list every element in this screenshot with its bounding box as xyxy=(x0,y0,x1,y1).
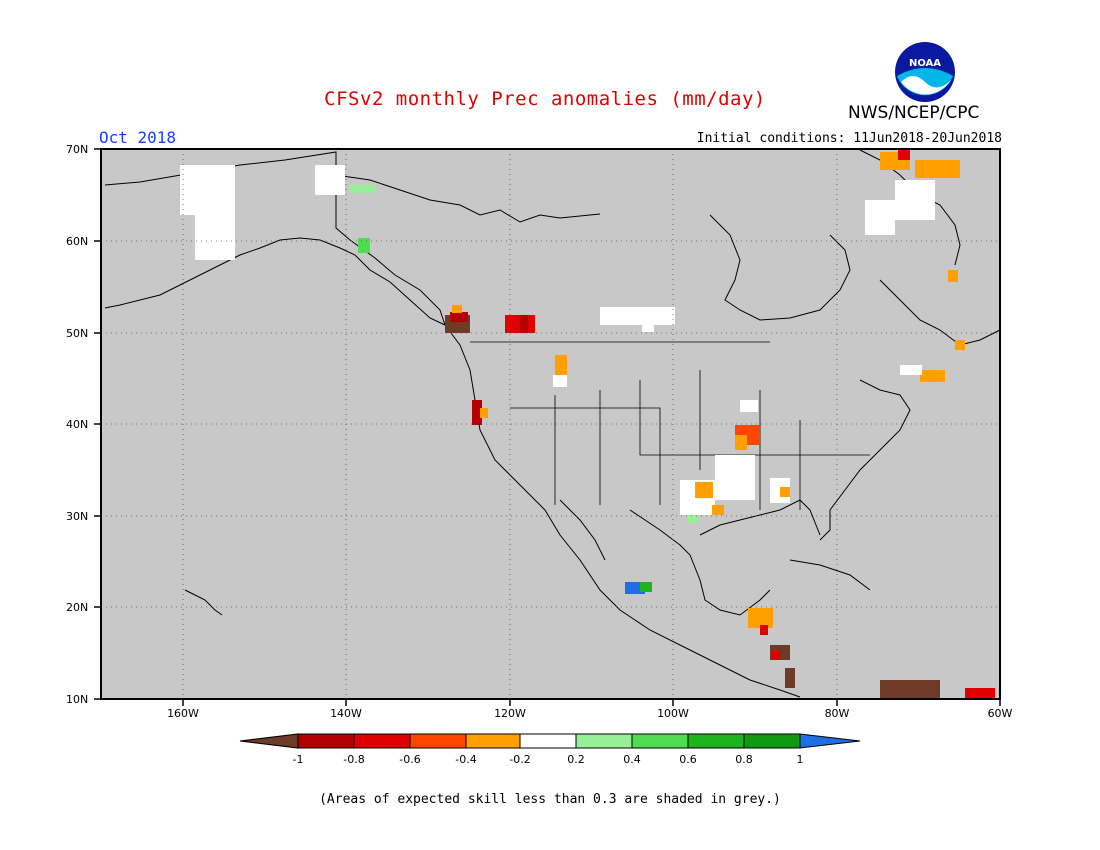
lat-label: 70N xyxy=(66,143,88,156)
skill-footnote: (Areas of expected skill less than 0.3 a… xyxy=(319,792,781,807)
colorbar-segment xyxy=(409,733,467,749)
lat-labels: 70N 60N 50N 40N 30N 20N 10N xyxy=(66,143,88,706)
colorbar xyxy=(239,733,861,749)
lon-label: 60W xyxy=(988,707,1013,720)
noaa-logo: NOAA xyxy=(895,42,955,102)
colorbar-label: 0.6 xyxy=(679,753,697,766)
colorbar-label: -0.8 xyxy=(343,753,364,766)
colorbar-labels: -1 -0.8 -0.6 -0.4 -0.2 0.2 0.4 0.6 0.8 1 xyxy=(293,753,804,766)
map-background xyxy=(101,149,1000,699)
lat-label: 20N xyxy=(66,601,88,614)
colorbar-segment xyxy=(575,733,633,749)
colorbar-segment xyxy=(353,733,411,749)
anomaly-cells xyxy=(180,150,995,698)
target-month-label: Oct 2018 xyxy=(99,128,177,147)
colorbar-segment xyxy=(239,733,299,749)
axis-ticks xyxy=(94,148,1001,706)
initial-conditions-label: Initial conditions: 11Jun2018-20Jun2018 xyxy=(696,131,1002,146)
lon-labels: 160W 140W 120W 100W 80W 60W xyxy=(167,707,1012,720)
lon-label: 120W xyxy=(494,707,526,720)
colorbar-segment xyxy=(799,733,861,749)
lon-label: 80W xyxy=(825,707,850,720)
logo-text: NOAA xyxy=(909,58,941,69)
colorbar-label: 0.4 xyxy=(623,753,641,766)
lat-label: 40N xyxy=(66,418,88,431)
colorbar-segment xyxy=(743,733,801,749)
lon-label: 100W xyxy=(657,707,689,720)
lat-label: 50N xyxy=(66,327,88,340)
colorbar-label: 1 xyxy=(797,753,804,766)
colorbar-segment xyxy=(519,733,577,749)
colorbar-segment xyxy=(631,733,689,749)
colorbar-label: -0.2 xyxy=(509,753,530,766)
lon-label: 160W xyxy=(167,707,199,720)
colorbar-label: -0.4 xyxy=(455,753,476,766)
colorbar-label: -0.6 xyxy=(399,753,420,766)
lat-label: 60N xyxy=(66,235,88,248)
colorbar-segment xyxy=(297,733,355,749)
agency-label: NWS/NCEP/CPC xyxy=(848,103,980,123)
graticule xyxy=(101,149,1000,699)
state-boundaries xyxy=(470,341,870,510)
lon-label: 140W xyxy=(330,707,362,720)
lat-label: 10N xyxy=(66,693,88,706)
colorbar-label: -1 xyxy=(293,753,304,766)
colorbar-segment xyxy=(687,733,745,749)
colorbar-label: 0.2 xyxy=(567,753,585,766)
colorbar-segment xyxy=(465,733,521,749)
map-title: CFSv2 monthly Prec anomalies (mm/day) xyxy=(324,88,766,110)
colorbar-label: 0.8 xyxy=(735,753,753,766)
lat-label: 30N xyxy=(66,510,88,523)
